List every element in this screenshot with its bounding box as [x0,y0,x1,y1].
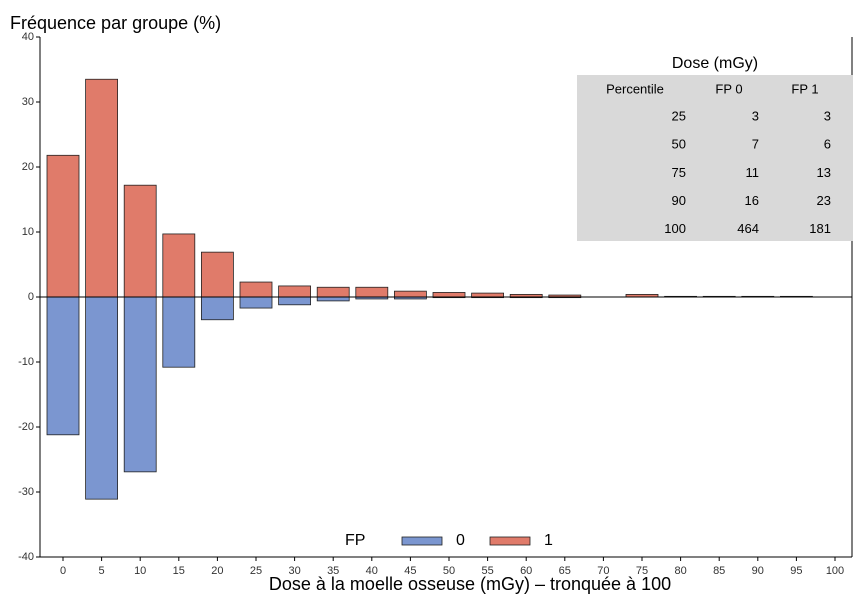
table-cell: 3 [824,108,831,123]
bar [123,296,157,473]
x-tick-label: 40 [366,565,378,577]
y-axis-title: Fréquence par groupe (%) [10,13,221,33]
table-cell: 13 [817,165,831,180]
x-tick-label: 25 [250,565,262,577]
x-tick-label: 65 [559,565,571,577]
bar [316,286,350,298]
table-cell: 25 [672,108,686,123]
bar [85,78,118,298]
legend-title: FP [345,532,365,549]
legend-swatch [489,536,531,546]
bar [162,233,196,298]
table-cell: 90 [672,193,686,208]
bar [239,281,273,298]
table-title: Dose (mGy) [672,55,758,72]
table-cell: 7 [752,137,759,152]
x-tick-label: 55 [481,565,493,577]
y-tick-label: -30 [18,486,34,498]
bar [393,290,427,298]
table-cell: 100 [664,221,686,236]
bar [162,296,196,368]
bar [46,154,80,298]
table-cell: 3 [752,108,759,123]
table-cell: 464 [737,221,759,236]
y-tick-label: 30 [22,96,34,108]
bar [200,296,234,321]
x-tick-label: 0 [60,565,66,577]
bar [278,296,312,306]
x-tick-label: 15 [173,565,185,577]
x-tick-label: 35 [327,565,339,577]
y-tick-label: 0 [28,291,34,303]
legend-swatch [401,536,443,546]
x-tick-label: 75 [636,565,648,577]
x-tick-label: 5 [99,565,105,577]
legend-label: 1 [544,532,553,549]
bar [432,292,466,298]
table-cell: 181 [809,221,831,236]
table-header: FP 1 [791,81,818,96]
x-tick-label: 30 [288,565,300,577]
table-header: Percentile [606,81,664,96]
bar [278,285,312,298]
x-tick-label: 60 [520,565,532,577]
x-tick-label: 20 [211,565,223,577]
x-tick-label: 45 [404,565,416,577]
x-tick-label: 50 [443,565,455,577]
bar [123,184,157,298]
bar [239,296,273,309]
legend-label: 0 [456,532,465,549]
table-cell: 75 [672,165,686,180]
table-background [577,75,853,241]
bar [46,296,80,436]
table-cell: 6 [824,137,831,152]
y-tick-label: -40 [18,551,34,563]
table-cell: 23 [817,193,831,208]
table-cell: 11 [746,165,760,180]
x-axis-title: Dose à la moelle osseuse (mGy) – tronqué… [269,574,671,594]
x-tick-label: 100 [826,565,844,577]
x-tick-label: 95 [790,565,802,577]
y-tick-label: 10 [22,226,34,238]
x-tick-label: 70 [597,565,609,577]
table-cell: 50 [672,137,686,152]
x-tick-label: 90 [752,565,764,577]
table-header: FP 0 [715,81,742,96]
bar [355,286,389,298]
table-cell: 16 [745,193,759,208]
y-tick-label: -20 [18,421,34,433]
x-tick-label: 10 [134,565,146,577]
bar [316,296,350,302]
bar [200,251,234,298]
bar [85,296,118,500]
bar [471,292,505,298]
y-tick-label: 40 [22,31,34,43]
x-tick-label: 85 [713,565,725,577]
x-tick-label: 80 [674,565,686,577]
y-tick-label: 20 [22,161,34,173]
y-tick-label: -10 [18,356,34,368]
